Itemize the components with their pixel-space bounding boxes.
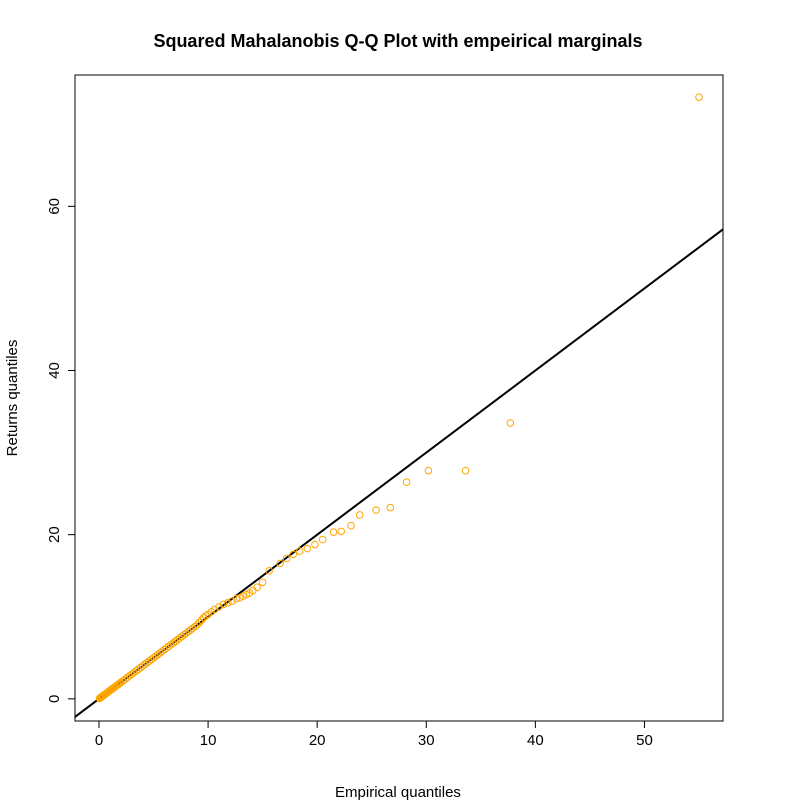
x-tick-label: 20 xyxy=(309,732,326,749)
data-point xyxy=(265,566,273,575)
data-point xyxy=(318,535,327,544)
x-tick-label: 0 xyxy=(95,732,103,749)
x-tick-label: 40 xyxy=(527,732,544,749)
x-axis-label: Empirical quantiles xyxy=(335,784,461,800)
data-point xyxy=(193,621,201,629)
data-point xyxy=(386,503,395,512)
data-point xyxy=(223,598,232,607)
y-axis-label: Returns quantiles xyxy=(4,340,21,457)
data-point xyxy=(347,521,355,530)
data-point xyxy=(215,603,223,611)
y-tick-label: 40 xyxy=(46,362,63,379)
x-axis: 0 10 20 30 40 50 xyxy=(95,720,653,749)
data-point xyxy=(282,554,291,563)
data-point xyxy=(195,618,204,627)
plot-frame xyxy=(74,74,724,722)
data-point xyxy=(276,559,284,568)
x-tick-label: 30 xyxy=(418,732,435,749)
data-point xyxy=(295,547,304,555)
data-point xyxy=(228,597,236,605)
data-point xyxy=(258,578,267,587)
data-point xyxy=(303,544,312,553)
data-point xyxy=(289,550,297,559)
x-tick-label: 10 xyxy=(200,732,217,749)
data-point xyxy=(219,600,228,609)
data-point xyxy=(402,478,411,486)
data-point xyxy=(372,506,380,514)
plot-area xyxy=(75,93,723,718)
y-axis: 0 20 40 60 xyxy=(46,198,76,703)
x-tick-label: 50 xyxy=(636,732,653,749)
y-tick-label: 0 xyxy=(46,695,63,703)
chart-title: Squared Mahalanobis Q-Q Plot with empeir… xyxy=(153,31,642,51)
data-point xyxy=(506,419,515,427)
data-point xyxy=(191,622,199,631)
reference-line xyxy=(75,228,723,718)
data-point xyxy=(197,616,206,624)
data-point xyxy=(329,528,338,537)
data-point xyxy=(202,612,210,620)
data-point xyxy=(424,466,433,475)
y-tick-label: 60 xyxy=(46,198,63,215)
data-point xyxy=(337,527,345,536)
y-tick-label: 20 xyxy=(46,526,63,543)
data-point xyxy=(253,583,261,592)
data-point xyxy=(695,93,703,101)
data-point xyxy=(232,594,241,603)
data-point xyxy=(461,466,470,475)
data-point xyxy=(210,605,219,614)
data-point xyxy=(355,511,364,519)
data-point xyxy=(311,540,319,549)
